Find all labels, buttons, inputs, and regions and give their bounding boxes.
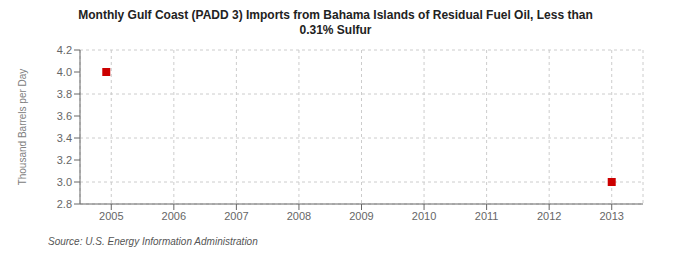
svg-text:2009: 2009 — [349, 210, 373, 222]
svg-text:2007: 2007 — [224, 210, 248, 222]
html-text:Source: U.S. Energy Informatio: Source: U.S. Energy Information Administ… — [48, 236, 258, 247]
svg-text:2006: 2006 — [162, 210, 186, 222]
svg-text:3.4: 3.4 — [57, 132, 72, 144]
svg-text:3.6: 3.6 — [57, 110, 72, 122]
svg-text:2013: 2013 — [599, 210, 623, 222]
svg-text:2012: 2012 — [537, 210, 561, 222]
svg-text:2.8: 2.8 — [57, 198, 72, 210]
svg-text:3.2: 3.2 — [57, 154, 72, 166]
svg-text:3.8: 3.8 — [57, 88, 72, 100]
svg-text:4.0: 4.0 — [57, 66, 72, 78]
html-text:Monthly Gulf Coast (PADD 3) Im: Monthly Gulf Coast (PADD 3) Imports from… — [78, 8, 593, 22]
svg-text:2011: 2011 — [475, 210, 499, 222]
svg-text:Thousand Barrels per Day: Thousand Barrels per Day — [17, 69, 28, 186]
svg-text:2008: 2008 — [287, 210, 311, 222]
svg-text:2010: 2010 — [412, 210, 436, 222]
svg-text:3.0: 3.0 — [57, 176, 72, 188]
svg-text:2005: 2005 — [99, 210, 123, 222]
svg-text:4.2: 4.2 — [57, 44, 72, 56]
html-text:0.31% Sulfur: 0.31% Sulfur — [299, 23, 372, 37]
